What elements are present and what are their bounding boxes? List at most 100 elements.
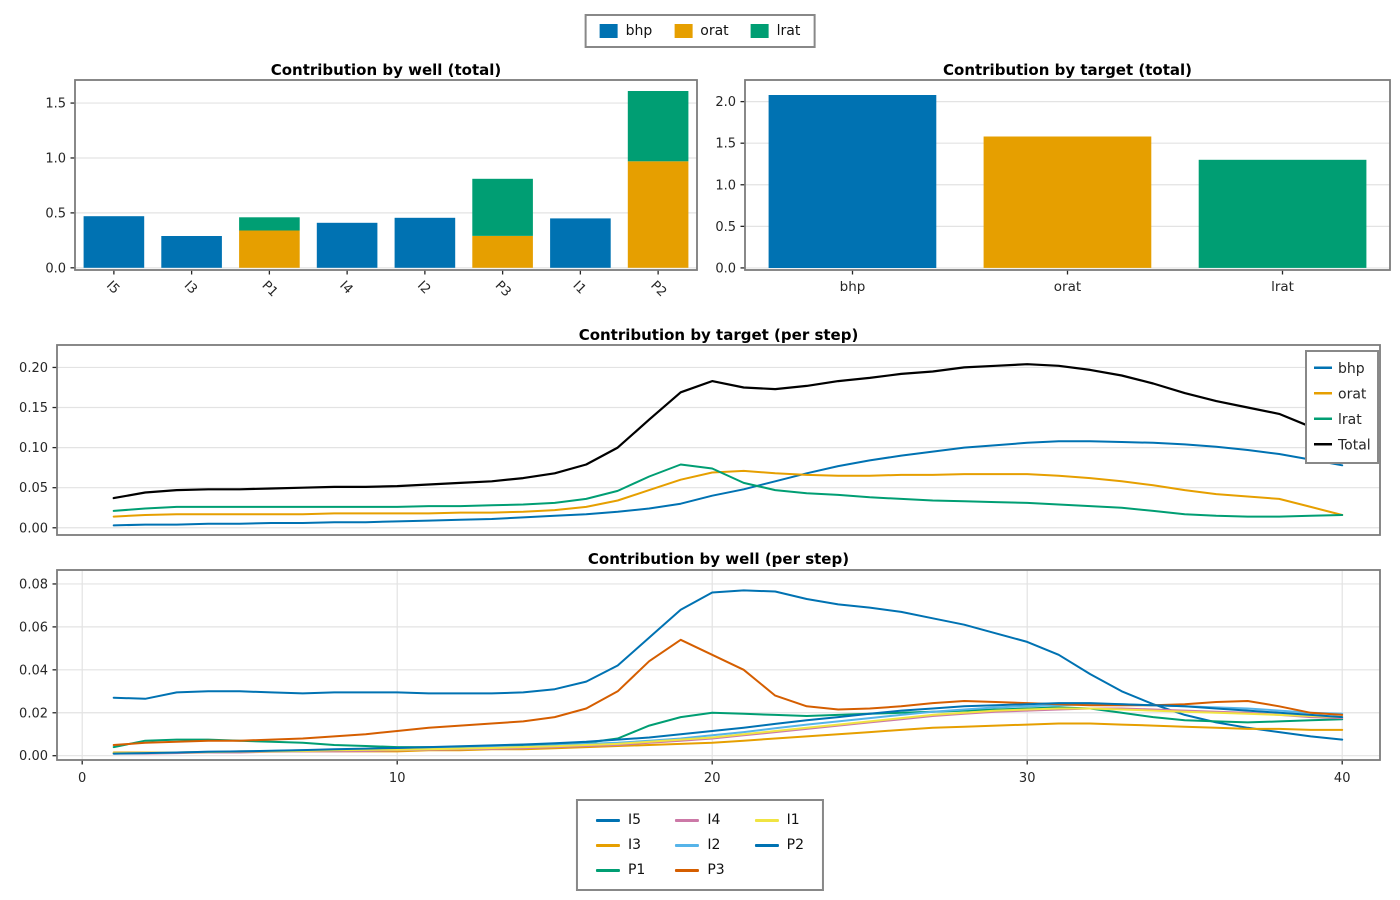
ytick-label-2.0: 2.0 [715,95,736,110]
bottom-legend-item-I1: I1 [754,812,804,828]
bottom-legend-item-I4: I4 [675,812,724,828]
bar-I4-bhp [316,222,378,268]
axes-frame-target-step [56,344,1381,536]
xtick-label-I3: I3 [181,278,200,297]
bar-P1-orat [239,230,300,268]
legend-label-Total: Total [1337,437,1371,453]
series-line-I5 [112,589,1344,741]
bar-P2-orat [627,161,689,268]
ytick-label-0.06: 0.06 [19,620,48,635]
legend-label-lrat: lrat [776,23,801,39]
xtick-label-10: 10 [389,771,406,786]
xtick-label-P3: P3 [492,278,514,300]
bar-I1-bhp [550,218,611,268]
ytick-label-0.15: 0.15 [19,401,48,416]
bar-I3-bhp [161,236,222,268]
legend-swatch-I2 [675,843,700,847]
series-line-I4 [112,707,1344,755]
chart-well-total: I5 I3 P1 I4 I2 P3 I1 P2 0.0 0.5 1.0 1.5 [45,79,698,300]
axes-frame-target-total [744,79,1391,271]
legend-swatch-P3 [675,868,700,872]
ytick-label-1.0: 1.0 [45,151,66,166]
ytick-label-0.08: 0.08 [19,577,48,592]
xtick-label-40: 40 [1334,771,1351,786]
bottom-legend: I5 I3 P1 I4 I2 P3 I1 P2 [575,799,825,891]
bottom-legend-item-P2: P2 [754,837,805,853]
xtick-label-0: 0 [78,771,86,786]
series-line-P1 [112,706,1344,749]
legend-label-bhp: bhp [625,23,653,39]
ytick-label-0.5: 0.5 [45,206,66,221]
series-line-bhp [112,440,1344,527]
ytick-label-0.0: 0.0 [45,261,66,276]
ytick-label-0.02: 0.02 [19,706,48,721]
xtick-label-bhp: bhp [840,279,866,295]
top-legend-item-bhp: bhp [599,23,653,39]
legend-label-bhp: bhp [1338,361,1365,377]
ytick-label-0.5: 0.5 [715,220,736,235]
xtick-label-P1: P1 [259,278,281,300]
top-legend: bhp orat lrat [584,14,816,48]
chart-title-target-total: Contribution by target (total) [943,61,1192,79]
top-legend-item-orat: orat [674,23,729,39]
ytick-label-0.20: 0.20 [19,361,48,376]
bottom-legend-column-1: I5 I3 P1 [595,812,646,878]
legend-label-I2: I2 [707,837,721,853]
legend-label-I4: I4 [707,812,721,828]
legend-label-I3: I3 [627,837,642,853]
legend-label-P1: P1 [627,862,646,878]
xtick-label-I2: I2 [414,278,433,297]
bar-orat-total [983,136,1152,268]
axes-frame-well-step [56,569,1381,761]
chart-title-well-total: Contribution by well (total) [270,61,502,79]
ytick-label-0.00: 0.00 [19,749,48,764]
legend-label-orat: orat [700,23,729,39]
xtick-label-20: 20 [704,771,721,786]
xtick-label-I5: I5 [103,278,122,297]
series-line-I1 [112,707,1344,755]
legend-label-I5: I5 [627,812,642,828]
bar-I5-bhp [83,216,145,268]
chart-target-step: 0.00 0.05 0.10 0.15 0.20 bhp orat lrat Total [19,344,1381,536]
bottom-legend-item-I2: I2 [675,837,724,853]
bar-P3-lrat [472,178,533,236]
series-line-lrat [112,463,1344,518]
legend-swatch-bhp [599,24,618,38]
bar-P2-lrat [627,91,689,162]
xtick-label-lrat: lrat [1271,279,1294,295]
legend-label-lrat: lrat [1338,412,1362,428]
bar-bhp-total [768,95,937,268]
ytick-label-1.5: 1.5 [715,137,736,152]
legend-label-P3: P3 [707,862,725,878]
xtick-label-P2: P2 [647,278,669,300]
legend-label-orat: orat [1338,386,1367,402]
bottom-legend-column-2: I4 I2 P3 [675,812,725,878]
ytick-label-0.04: 0.04 [19,663,48,678]
xtick-label-I1: I1 [570,278,589,297]
ytick-label-1.5: 1.5 [45,97,66,112]
xtick-label-orat: orat [1054,279,1081,295]
legend-swatch-lrat [750,24,769,38]
legend-swatch-I5 [595,818,620,822]
chart-well-step: 0 10 20 30 40 0.00 0.02 0.04 0.06 0.08 [19,569,1381,786]
series-line-Total [112,363,1344,500]
chart-target-total: bhp orat lrat 0.0 0.5 1.0 1.5 2.0 [715,79,1391,295]
legend-label-P2: P2 [786,837,805,853]
xtick-label-I4: I4 [336,278,355,297]
legend-swatch-I4 [675,818,700,822]
ytick-label-0.00: 0.00 [19,521,48,536]
bottom-legend-item-P1: P1 [595,862,646,878]
series-line-orat [112,469,1344,518]
ytick-label-0.0: 0.0 [715,261,736,276]
legend-swatch-P1 [595,868,620,872]
chart-title-target-step: Contribution by target (per step) [578,326,859,344]
bottom-legend-item-P3: P3 [675,862,725,878]
ytick-label-1.0: 1.0 [715,178,736,193]
top-legend-item-lrat: lrat [750,23,801,39]
axes-frame-well-total [74,79,698,271]
series-line-P2 [112,702,1344,755]
bar-I2-bhp [394,217,456,268]
ytick-label-0.10: 0.10 [19,441,48,456]
